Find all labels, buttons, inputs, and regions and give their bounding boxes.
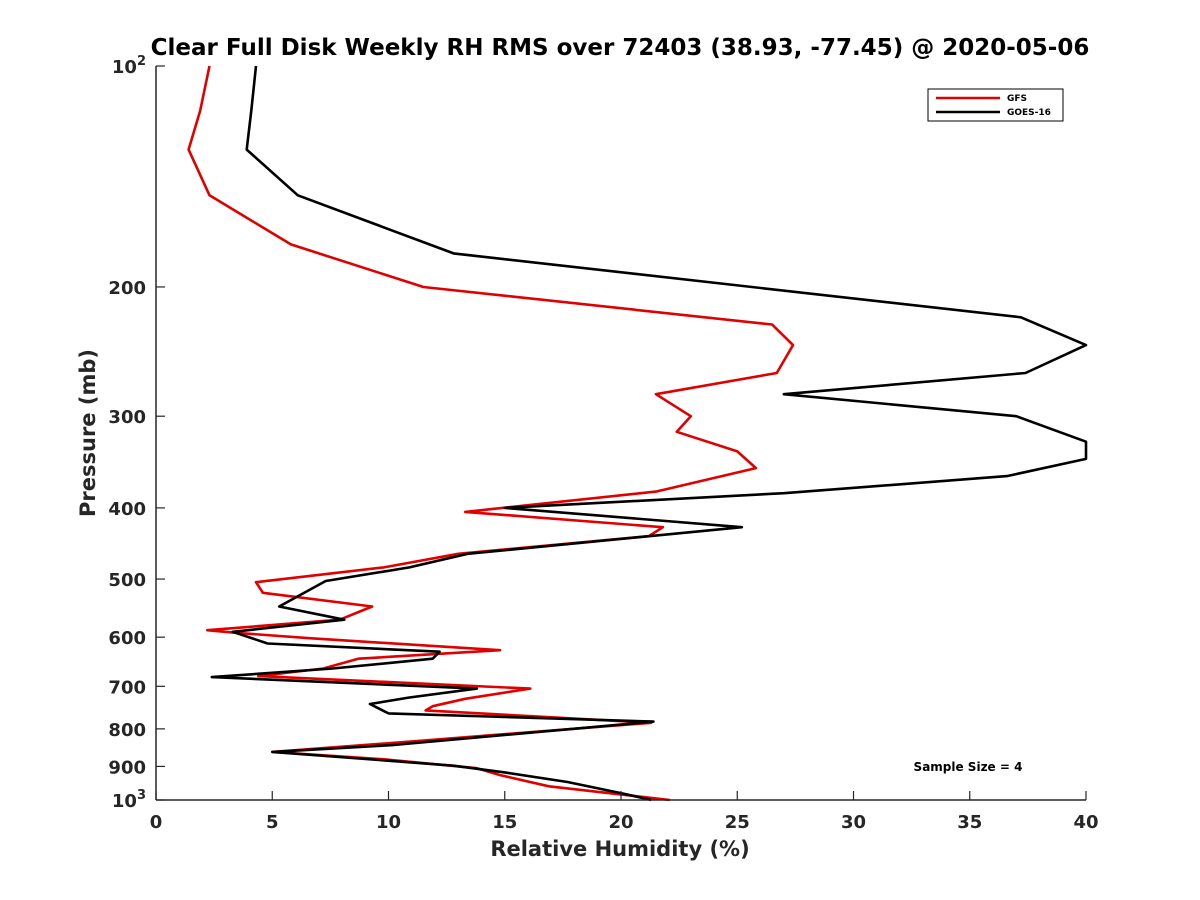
legend: GFS GOES-16	[927, 88, 1064, 122]
y-tick-label: 800	[108, 720, 146, 741]
y-axis-label: Pressure (mb)	[76, 349, 100, 517]
y-tick-label: 900	[108, 757, 146, 778]
y-tick-label: 102	[112, 54, 146, 78]
x-tick-label: 40	[1073, 812, 1098, 833]
x-tick-label: 20	[608, 812, 633, 833]
y-tick-label: 300	[108, 407, 146, 428]
x-tick-label: 25	[725, 812, 750, 833]
y-tick-label: 103	[112, 788, 146, 812]
x-tick-label: 35	[957, 812, 982, 833]
y-tick-label: 700	[108, 677, 146, 698]
y-tick-label: 400	[108, 499, 146, 520]
y-tick-label: 600	[108, 628, 146, 649]
plot-background	[156, 66, 1086, 800]
x-tick-label: 5	[266, 812, 279, 833]
x-tick-label: 0	[150, 812, 163, 833]
legend-box	[927, 88, 1064, 122]
chart-title: Clear Full Disk Weekly RH RMS over 72403…	[151, 35, 1090, 61]
series-line-goes-16	[210, 65, 1088, 802]
legend-label: GFS	[1007, 94, 1027, 104]
x-tick-label: 15	[492, 812, 517, 833]
plot-area	[156, 66, 1086, 800]
series-layer	[187, 65, 1088, 802]
x-axis-label: Relative Humidity (%)	[490, 837, 749, 861]
axes-layer: 0 5 10 15 20 25 30 35 40 102 200 300 400 500 600 700 800…	[108, 54, 1098, 833]
legend-label: GOES-16	[1007, 108, 1051, 118]
y-tick-label: 200	[108, 278, 146, 299]
y-tick-label: 500	[108, 570, 146, 591]
x-tick-label: 30	[841, 812, 866, 833]
x-tick-label: 10	[376, 812, 401, 833]
sample-size-annotation: Sample Size = 4	[914, 760, 1023, 774]
